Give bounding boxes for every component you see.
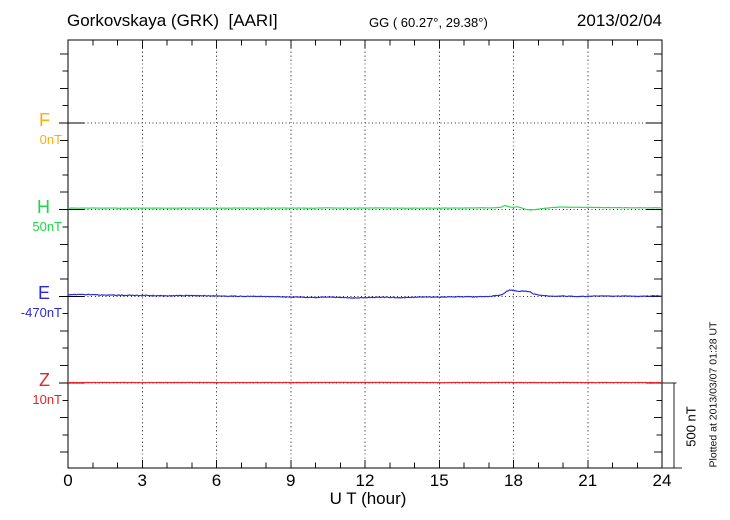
x-tick-label: 15 xyxy=(429,471,449,490)
x-tick-label: 12 xyxy=(355,471,375,490)
x-tick-label: 6 xyxy=(211,471,222,490)
channel-label-z: Z xyxy=(39,370,50,390)
geographic-coords: GG ( 60.27°, 29.38°) xyxy=(369,15,488,30)
station-title: Gorkovskaya (GRK) [AARI] xyxy=(67,11,278,30)
channel-label-h: H xyxy=(37,197,50,217)
scale-bar-label: 500 nT xyxy=(683,406,699,447)
trace-h xyxy=(67,205,662,211)
x-tick-label: 3 xyxy=(137,471,147,490)
channel-baseline-h: 50nT xyxy=(32,219,62,234)
plot-date: 2013/02/04 xyxy=(576,11,662,30)
channel-label-e: E xyxy=(37,283,50,303)
channel-baseline-f: 0nT xyxy=(39,132,62,147)
trace-z xyxy=(68,381,663,384)
trace-e xyxy=(67,289,663,299)
channel-baseline-z: 10nT xyxy=(32,392,62,407)
channel-baseline-e: -470nT xyxy=(20,305,62,320)
x-tick-label: 0 xyxy=(63,471,73,490)
x-axis-title: U T (hour) xyxy=(329,489,407,508)
plot-timestamp-note: Plotted at 2013/03/07 01:28 UT xyxy=(707,321,720,468)
channel-label-f: F xyxy=(39,110,50,130)
x-tick-label: 24 xyxy=(652,471,672,490)
x-tick-label: 18 xyxy=(504,471,523,490)
x-tick-label: 9 xyxy=(286,471,296,490)
x-tick-label: 21 xyxy=(578,471,598,490)
